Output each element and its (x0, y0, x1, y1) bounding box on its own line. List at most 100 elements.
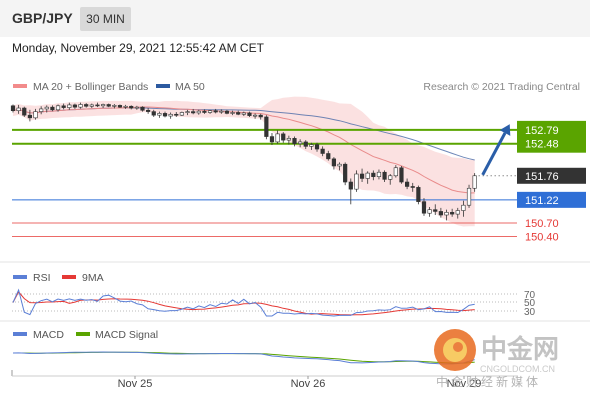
candle (393, 167, 398, 177)
candle (50, 106, 55, 111)
rsi-legend-label: RSI (33, 272, 51, 284)
candle (404, 181, 410, 187)
ma20-legend-swatch (13, 84, 27, 88)
watermark-main: 中金网 (481, 334, 559, 364)
candle (191, 111, 196, 114)
candle (33, 111, 38, 119)
candle (95, 104, 100, 107)
candle (466, 187, 472, 206)
watermark-tagline: 中金财经新媒体 (436, 374, 541, 389)
candle (281, 133, 286, 141)
pivot-tag (517, 191, 586, 208)
candle (236, 112, 241, 115)
macd-signal-legend-label: MACD Signal (95, 329, 158, 341)
candle (472, 175, 477, 189)
candle (207, 110, 213, 113)
arrow-shaft (481, 132, 507, 176)
time-label: Nov 26 (291, 378, 326, 390)
candle (427, 209, 432, 214)
candle (100, 104, 106, 107)
candle (450, 212, 455, 215)
candle (326, 153, 331, 160)
resistance-tag (517, 120, 586, 153)
candle (275, 133, 280, 143)
candle (78, 104, 83, 108)
ma20-legend-label: MA 20 + Bollinger Bands (33, 81, 148, 93)
chart-date: Monday, November 29, 2021 12:55:42 AM CE… (12, 41, 264, 55)
candle (16, 107, 21, 112)
candle (134, 106, 139, 109)
rsi-line (12, 288, 475, 317)
watermark: 中金网 CNGOLDCOM.CN 中金财经新媒体 (434, 329, 559, 389)
candle (106, 104, 111, 107)
level-label-151.22: 151.22 (525, 195, 559, 207)
ma50-legend-label: MA 50 (175, 81, 205, 93)
rsi-pane: RSI 9MA 70 50 30 (12, 272, 536, 318)
candle (213, 110, 218, 113)
candle (388, 175, 393, 180)
candle (10, 105, 16, 112)
candle (219, 110, 224, 113)
candle (444, 212, 449, 216)
level-label-150.70: 150.70 (525, 218, 559, 230)
candle (376, 171, 382, 177)
candle (292, 138, 297, 144)
watermark-sub: CNGOLDCOM.CN (480, 364, 555, 374)
candle (455, 210, 460, 215)
candle (230, 112, 235, 114)
candle (298, 141, 303, 144)
candle (179, 112, 185, 116)
candle (264, 116, 269, 137)
candle (129, 105, 134, 109)
projection-arrow (481, 124, 511, 176)
candle (117, 105, 123, 108)
candle (371, 172, 376, 177)
candle (286, 138, 291, 141)
candle (151, 111, 156, 116)
rsi-70-label: 70 (524, 290, 536, 301)
candle (416, 187, 421, 202)
candle (252, 114, 258, 117)
candle (247, 112, 252, 116)
candle (421, 201, 427, 214)
macd-legend-label: MACD (33, 329, 64, 341)
candle (72, 104, 78, 108)
level-label-152.79: 152.79 (525, 125, 559, 137)
candle (22, 107, 27, 116)
candle (337, 163, 342, 167)
current-price-tag (517, 167, 586, 184)
time-axis-labels: Nov 25 Nov 26 Nov 29 (118, 376, 481, 390)
candle (202, 110, 207, 113)
candlesticks (10, 102, 477, 221)
macd-pane: MACD MACD Signal (12, 329, 475, 365)
candle (331, 158, 337, 167)
rsi-50-label: 50 (524, 298, 536, 309)
candle (162, 113, 168, 117)
candle (196, 110, 201, 114)
candle (84, 104, 89, 107)
candle (44, 106, 49, 110)
candle (343, 163, 348, 183)
macd-signal-legend-swatch (76, 332, 90, 336)
candle (258, 114, 263, 118)
candle (55, 105, 61, 111)
candle (359, 173, 365, 179)
candle (123, 105, 128, 108)
candle (303, 141, 308, 147)
level-label-152.48: 152.48 (525, 139, 559, 151)
candle (309, 144, 314, 147)
candle (461, 204, 466, 211)
candle (241, 112, 246, 115)
candle (348, 181, 353, 190)
timeframe-button[interactable]: 30 MIN (80, 7, 131, 31)
candle (67, 104, 72, 108)
candle (157, 113, 162, 116)
copyright-label: Research © 2021 Trading Central (423, 81, 580, 93)
rsi-legend-swatch (13, 275, 27, 279)
level-label-151.76: 151.76 (525, 171, 559, 183)
candle (382, 171, 387, 180)
symbol-label: GBP/JPY (12, 10, 73, 26)
